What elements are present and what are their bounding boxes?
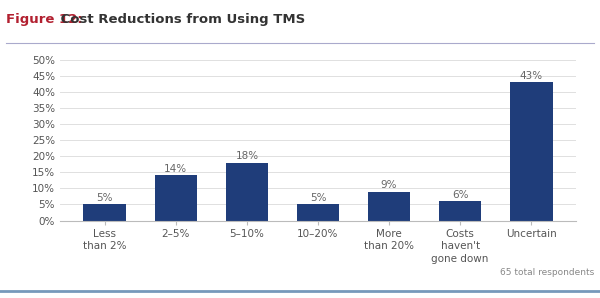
Text: 9%: 9%	[381, 180, 397, 190]
Text: 14%: 14%	[164, 164, 187, 174]
Text: 43%: 43%	[520, 71, 543, 80]
Bar	[226, 163, 268, 221]
Text: 65 total respondents: 65 total respondents	[500, 268, 594, 277]
Text: 6%: 6%	[452, 190, 469, 200]
Text: Cost Reductions from Using TMS: Cost Reductions from Using TMS	[56, 13, 305, 27]
Text: 18%: 18%	[235, 151, 259, 161]
Bar	[296, 204, 340, 221]
Bar	[368, 192, 410, 221]
Text: Figure 12:: Figure 12:	[6, 13, 83, 27]
Bar	[155, 176, 197, 221]
Text: 5%: 5%	[97, 193, 113, 203]
Bar	[83, 204, 126, 221]
Bar	[510, 82, 553, 221]
Text: 5%: 5%	[310, 193, 326, 203]
Bar	[439, 201, 481, 221]
